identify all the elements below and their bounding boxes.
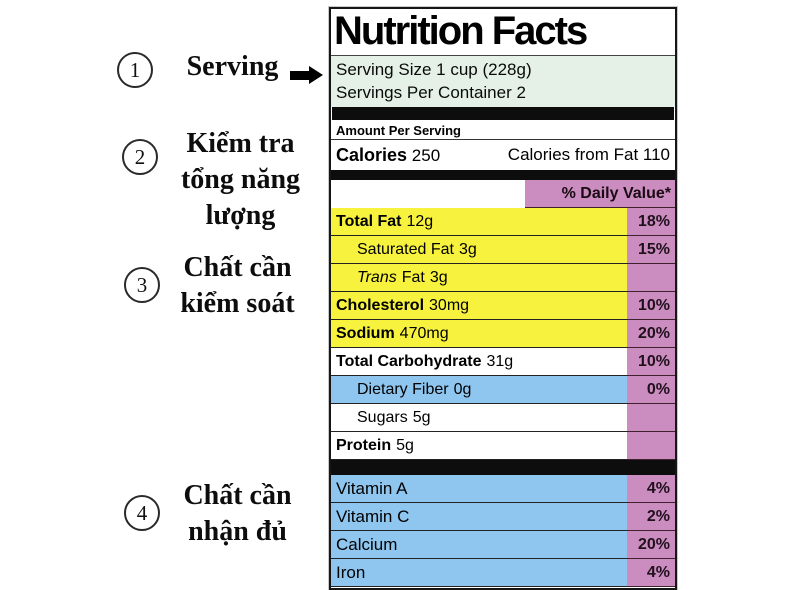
step-3-circle: 3 <box>124 267 160 303</box>
step-1-circle: 1 <box>117 52 153 88</box>
calories-left: Calories 250 <box>336 145 440 166</box>
nutrient-name: Vitamin C <box>331 503 627 531</box>
daily-value-cell: 4% <box>627 559 675 587</box>
annotation-serving: Serving <box>175 49 290 85</box>
step-4-number: 4 <box>136 500 148 525</box>
row-protein: Protein 5g <box>331 432 675 460</box>
daily-value-cell <box>627 432 675 460</box>
row-calcium: Calcium 20% <box>331 531 675 559</box>
arrow-stem <box>290 70 309 80</box>
row-total-fat: Total Fat 12g 18% <box>331 208 675 236</box>
annotation-line: tổng năng <box>180 164 301 195</box>
row-cholesterol: Cholesterol 30mg 10% <box>331 292 675 320</box>
nutrient-name: Dietary Fiber 0g <box>331 376 627 404</box>
right-arrow-icon <box>290 66 323 84</box>
nutrient-name: Total Carbohydrate 31g <box>331 348 627 376</box>
nutrient-name: Sodium 470mg <box>331 320 627 348</box>
daily-value-cell <box>627 264 675 292</box>
calories-label: Calories <box>336 144 408 165</box>
nutrient-name: Sugars 5g <box>331 404 627 432</box>
calories-from-fat: Calories from Fat 110 <box>507 145 670 164</box>
servings-per-container: Servings Per Container 2 <box>336 83 526 102</box>
daily-value-cell: 2% <box>627 503 675 531</box>
nutrient-name: Total Fat 12g <box>331 208 627 236</box>
step-1-number: 1 <box>129 57 141 82</box>
amount-per-serving: Amount Per Serving <box>331 120 675 140</box>
step-4-circle: 4 <box>124 495 160 531</box>
nutrition-label: Nutrition Facts Serving Size 1 cup (228g… <box>329 7 677 590</box>
label-title: Nutrition Facts <box>334 9 588 53</box>
step-2-number: 2 <box>134 144 146 169</box>
annotation-line: kiểm soát <box>180 288 295 319</box>
annotation-line: Chất cần <box>183 480 292 511</box>
row-sodium: Sodium 470mg 20% <box>331 320 675 348</box>
serving-size: Serving Size 1 cup (228g) <box>336 60 532 79</box>
step-3-number: 3 <box>136 272 148 297</box>
divider-bar <box>331 170 675 180</box>
annotation-needed-nutrients: Chất cần nhận đủ <box>160 478 315 550</box>
nutrient-name: Protein 5g <box>331 432 627 460</box>
daily-value-cell: 0% <box>627 376 675 404</box>
annotation-line: nhận đủ <box>188 516 287 547</box>
daily-value-header: % Daily Value* <box>525 180 675 208</box>
nutrient-name: Trans Fat 3g <box>331 264 627 292</box>
calories-value: 250 <box>411 145 441 165</box>
annotation-serving-label: Serving <box>186 51 279 82</box>
nutrient-name: Iron <box>331 559 627 587</box>
row-vitamin-a: Vitamin A 4% <box>331 475 675 503</box>
arrow-head <box>309 66 323 84</box>
row-total-carbohydrate: Total Carbohydrate 31g 10% <box>331 348 675 376</box>
annotation-line: lượng <box>205 200 276 231</box>
daily-value-cell <box>627 404 675 432</box>
step-2-circle: 2 <box>122 139 158 175</box>
row-vitamin-c: Vitamin C 2% <box>331 503 675 531</box>
row-trans-fat: Trans Fat 3g <box>331 264 675 292</box>
nutrient-name: Cholesterol 30mg <box>331 292 627 320</box>
calories-row: Calories 250 Calories from Fat 110 <box>331 140 675 170</box>
row-iron: Iron 4% <box>331 559 675 587</box>
row-sugars: Sugars 5g <box>331 404 675 432</box>
daily-value-cell: 15% <box>627 236 675 264</box>
annotation-controlled-substances: Chất cần kiểm soát <box>160 250 315 322</box>
daily-value-header-row: % Daily Value* <box>331 180 675 208</box>
annotation-line: Kiểm tra <box>186 128 295 159</box>
annotation-line: Chất cần <box>183 252 292 283</box>
nutrient-name: Saturated Fat 3g <box>331 236 627 264</box>
divider-bar <box>331 460 675 475</box>
daily-value-cell: 20% <box>627 531 675 559</box>
daily-value-cell: 10% <box>627 292 675 320</box>
nutrient-name: Vitamin A <box>331 475 627 503</box>
divider-bar <box>332 107 674 120</box>
daily-value-cell: 18% <box>627 208 675 236</box>
daily-value-cell: 10% <box>627 348 675 376</box>
daily-value-cell: 20% <box>627 320 675 348</box>
serving-section: Serving Size 1 cup (228g) Servings Per C… <box>331 55 675 107</box>
annotation-total-energy: Kiểm tra tổng năng lượng <box>163 126 318 234</box>
row-saturated-fat: Saturated Fat 3g 15% <box>331 236 675 264</box>
daily-value-cell: 4% <box>627 475 675 503</box>
row-dietary-fiber: Dietary Fiber 0g 0% <box>331 376 675 404</box>
nutrient-name: Calcium <box>331 531 627 559</box>
